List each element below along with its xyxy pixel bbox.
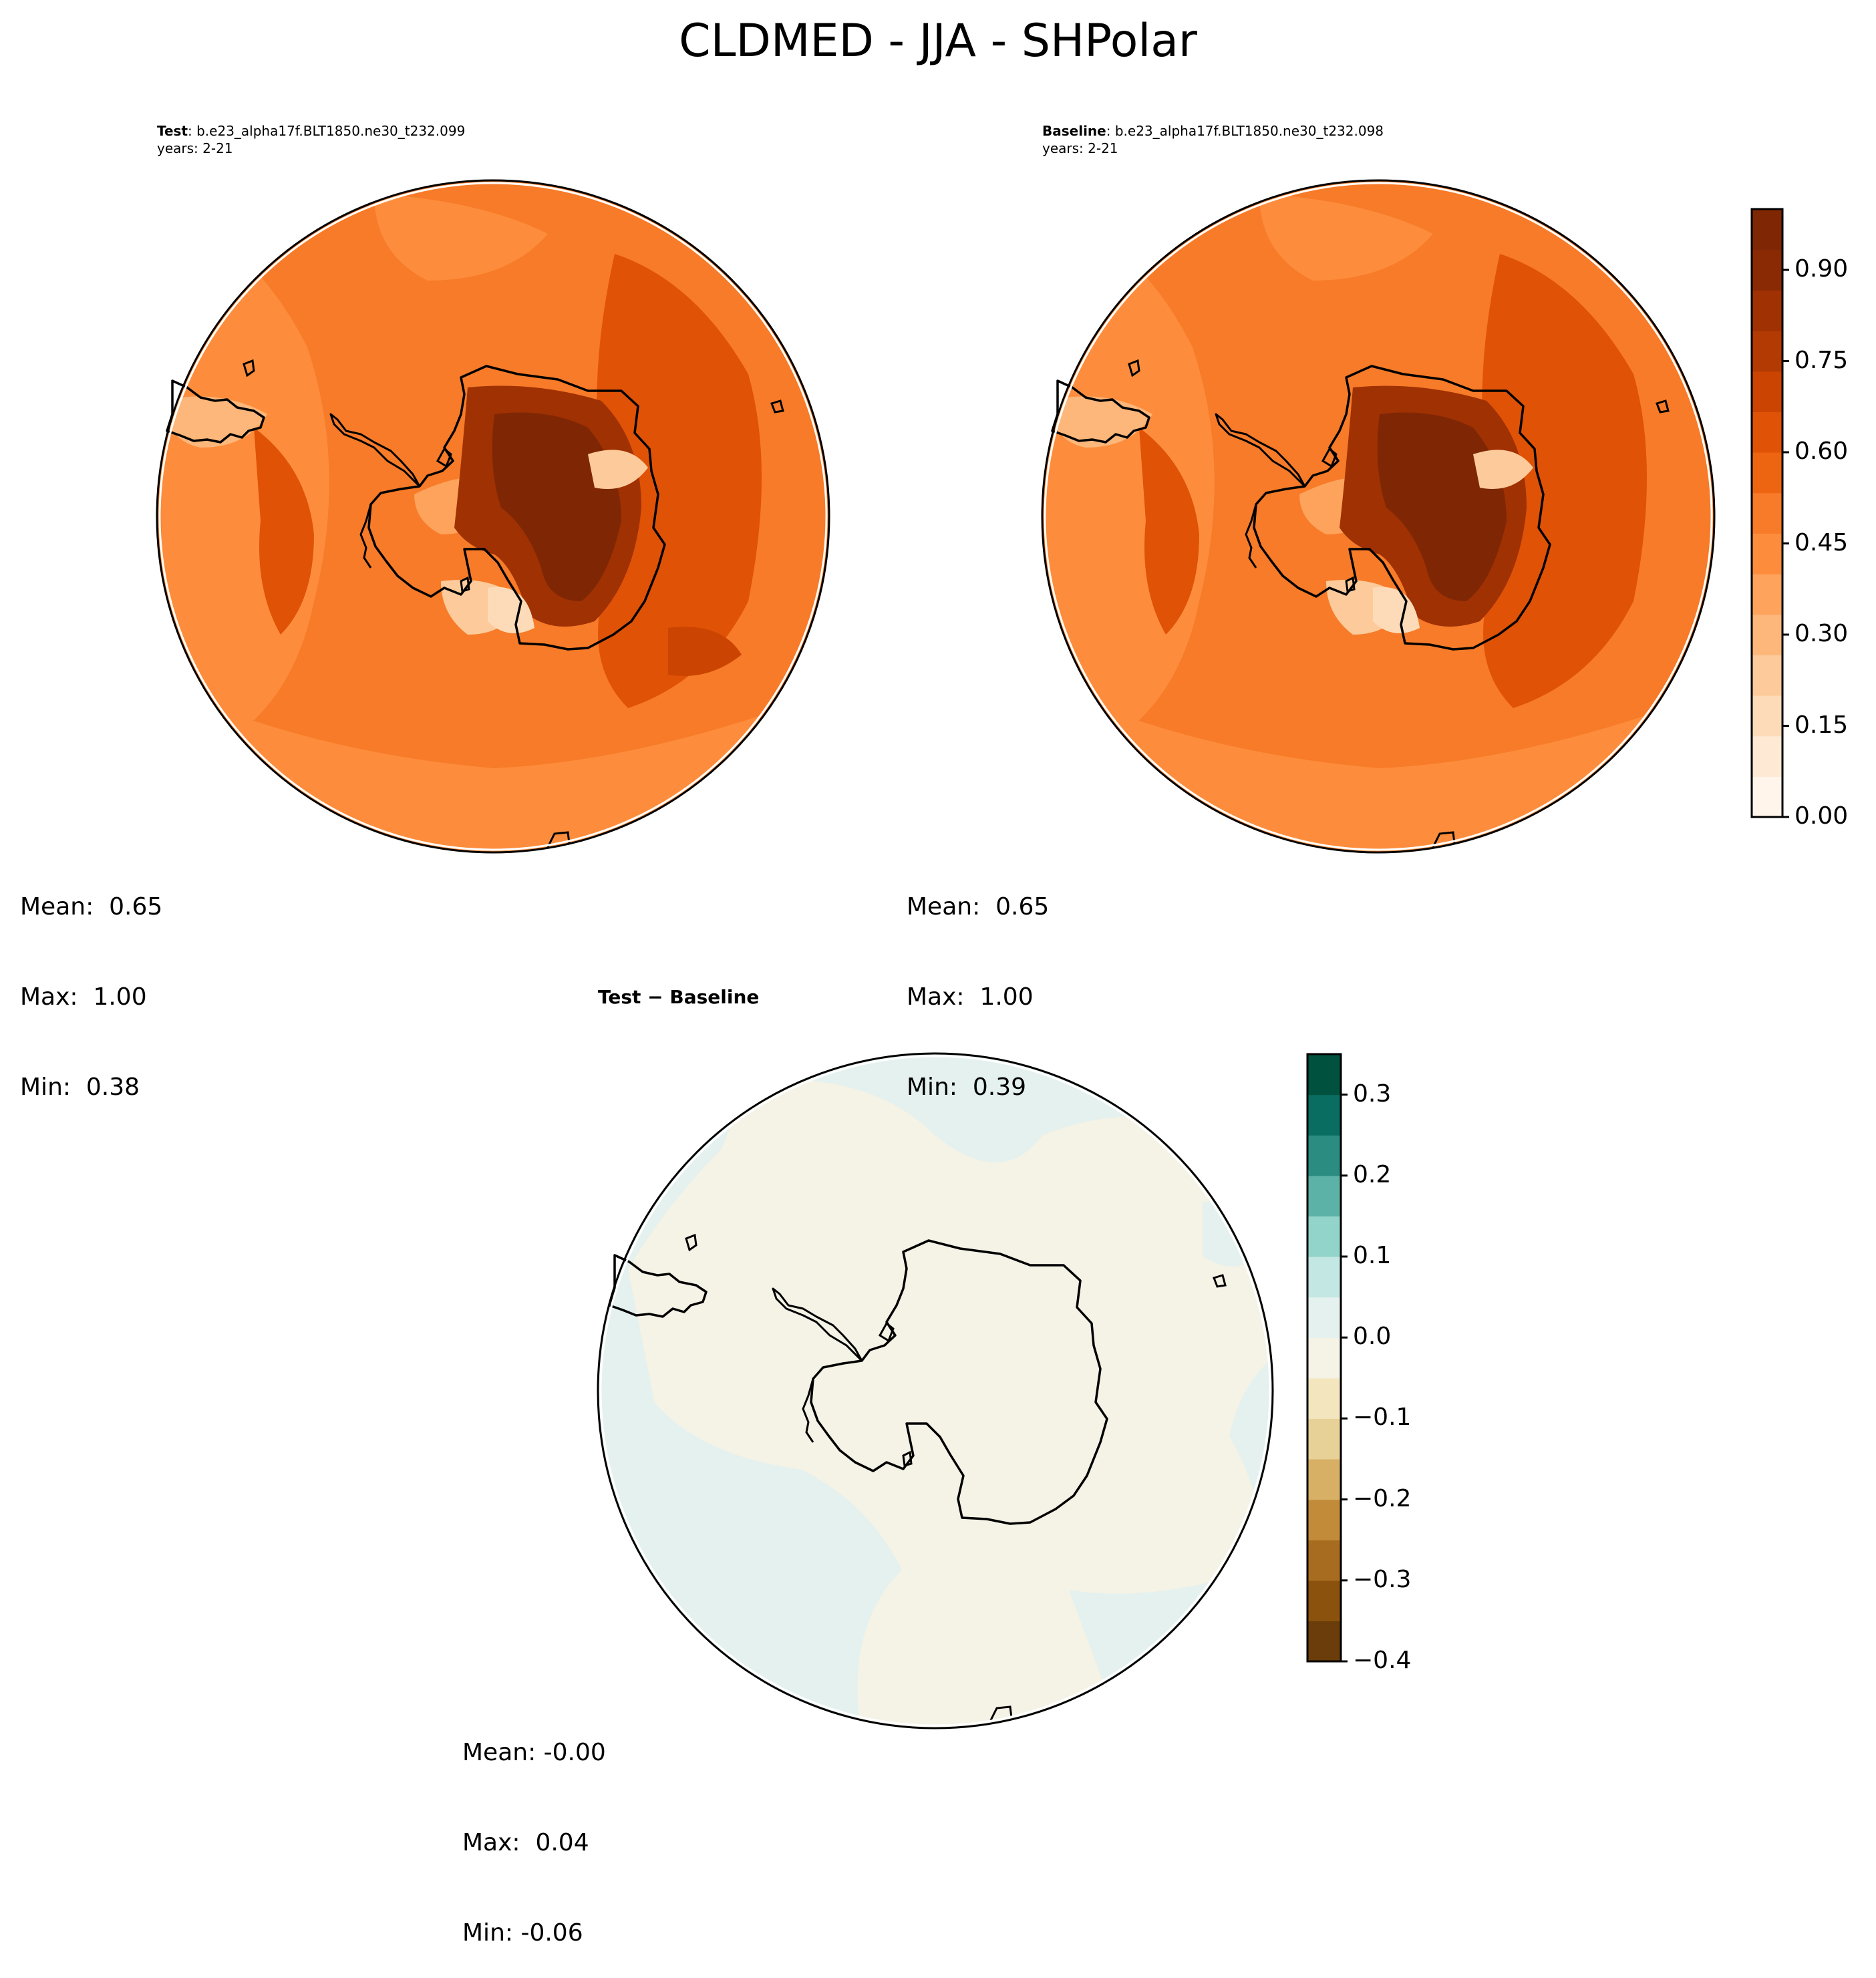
baseline-case-name: : b.e23_alpha17f.BLT1850.ne30_t232.098 (1106, 123, 1384, 139)
main-colorbar-bin (1752, 249, 1782, 291)
main-colorbar-bin (1752, 492, 1782, 534)
main-colorbar-tick-label: 0.90 (1794, 255, 1849, 283)
baseline-label: Baseline (1042, 123, 1106, 139)
baseline-map-contours (1042, 194, 1714, 852)
main-colorbar-bin (1752, 331, 1782, 372)
diff-colorbar-bin (1307, 1135, 1341, 1176)
main-colorbar-bin (1752, 776, 1782, 818)
diff-colorbar-bin (1307, 1094, 1341, 1136)
main-colorbar-tick-label: 0.60 (1794, 438, 1849, 465)
diff-colorbar-bin (1307, 1621, 1341, 1662)
baseline-map (1041, 179, 1716, 854)
main-colorbar-tick-label: 0.75 (1794, 346, 1849, 374)
diff-max: Max: 0.04 (462, 1829, 589, 1856)
main-colorbar-bin (1752, 533, 1782, 574)
diff-colorbar-bin (1307, 1337, 1341, 1379)
diff-stats: Mean: -0.00 Max: 0.04 Min: -0.06 (462, 1677, 606, 1978)
diff-colorbar-bin (1307, 1499, 1341, 1540)
diff-panel-title: Test − Baseline (598, 986, 760, 1008)
main-colorbar-bin (1752, 655, 1782, 696)
figure-title: CLDMED - JJA - SHPolar (679, 15, 1197, 67)
diff-colorbar-bin (1307, 1377, 1341, 1419)
baseline-mean: Mean: 0.65 (907, 893, 1050, 921)
diff-colorbar-bin (1307, 1257, 1341, 1298)
main-colorbar-frame (1750, 208, 1784, 818)
main-colorbar-bin (1752, 290, 1782, 331)
diff-colorbar-bin (1307, 1459, 1341, 1500)
test-panel-header: Test: b.e23_alpha17f.BLT1850.ne30_t232.0… (157, 122, 465, 157)
diff-colorbar-bin (1307, 1540, 1341, 1581)
diff-colorbar-bin (1307, 1297, 1341, 1338)
main-colorbar-bin (1752, 695, 1782, 737)
diff-colorbar-bin (1307, 1175, 1341, 1216)
main-colorbar-tick-label: 0.15 (1794, 711, 1849, 739)
baseline-years: years: 2-21 (1042, 140, 1118, 156)
diff-colorbar-frame (1306, 1053, 1342, 1663)
diff-colorbar-tick-label: 0.2 (1353, 1160, 1392, 1188)
main-colorbar-bin (1752, 735, 1782, 777)
diff-colorbar-tick-label: −0.1 (1353, 1404, 1412, 1432)
main-colorbar-bin (1752, 574, 1782, 615)
test-map (156, 179, 830, 854)
baseline-min: Min: 0.39 (907, 1074, 1027, 1101)
main-colorbar-tick-label: 0.45 (1794, 528, 1849, 556)
main-colorbar-bin (1752, 371, 1782, 412)
diff-map-contours (628, 1080, 1273, 1728)
main-colorbar-tick-label: 0.00 (1794, 802, 1849, 830)
baseline-stats: Mean: 0.65 Max: 1.00 Min: 0.39 (907, 832, 1049, 1132)
diff-colorbar (1306, 1053, 1348, 1663)
diff-min: Min: -0.06 (462, 1919, 583, 1947)
diff-colorbar-bin (1307, 1216, 1341, 1257)
main-colorbar-bin (1752, 209, 1782, 251)
main-colorbar-bin (1752, 452, 1782, 494)
test-max: Max: 1.00 (20, 983, 147, 1011)
main-colorbar-bin (1752, 614, 1782, 655)
main-colorbar (1750, 208, 1789, 818)
diff-colorbar-bin (1307, 1418, 1341, 1460)
test-mean: Mean: 0.65 (20, 893, 163, 921)
diff-colorbar-bin (1307, 1580, 1341, 1621)
test-stats: Mean: 0.65 Max: 1.00 Min: 0.38 (20, 832, 162, 1132)
main-colorbar-bin (1752, 411, 1782, 453)
diff-colorbar-bin (1307, 1054, 1341, 1096)
diff-colorbar-tick-label: −0.2 (1353, 1484, 1412, 1512)
diff-colorbar-tick-label: 0.3 (1353, 1080, 1392, 1108)
diff-mean: Mean: -0.00 (462, 1739, 606, 1766)
baseline-panel-header: Baseline: b.e23_alpha17f.BLT1850.ne30_t2… (1042, 122, 1384, 157)
diff-colorbar-tick-label: −0.3 (1353, 1565, 1412, 1593)
diff-map (597, 1052, 1274, 1729)
figure-canvas (156, 179, 1789, 1729)
test-years: years: 2-21 (157, 140, 233, 156)
baseline-max: Max: 1.00 (907, 983, 1034, 1011)
diff-colorbar-tick-label: −0.4 (1353, 1647, 1412, 1674)
test-min: Min: 0.38 (20, 1074, 140, 1101)
test-label: Test (157, 123, 188, 139)
test-case-name: : b.e23_alpha17f.BLT1850.ne30_t232.099 (188, 123, 466, 139)
diff-colorbar-tick-label: 0.0 (1353, 1323, 1392, 1351)
main-colorbar-tick-label: 0.30 (1794, 620, 1849, 647)
diff-colorbar-tick-label: 0.1 (1353, 1242, 1392, 1269)
